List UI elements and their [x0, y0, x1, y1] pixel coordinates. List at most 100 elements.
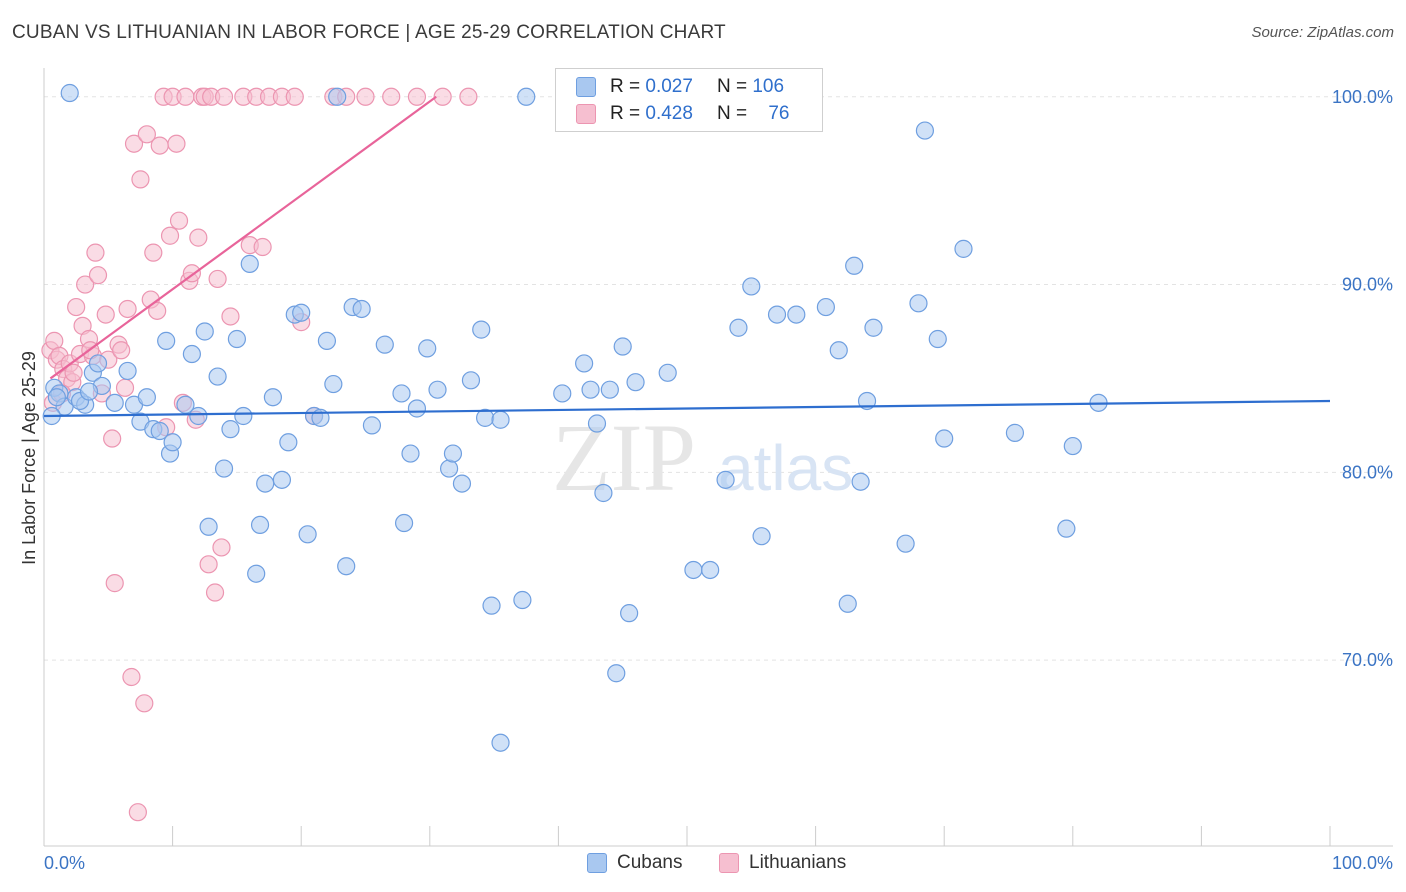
- y-tick-labels: 100.0% 90.0% 80.0% 70.0%: [1332, 87, 1393, 670]
- data-point: [382, 87, 401, 106]
- data-point: [124, 134, 144, 153]
- r-value: 0.027: [645, 76, 693, 97]
- data-point: [45, 331, 64, 350]
- chart-title: CUBAN VS LITHUANIAN IN LABOR FORCE | AGE…: [12, 22, 726, 43]
- data-point: [234, 406, 253, 426]
- watermark: ZIP atlas: [552, 404, 853, 511]
- data-point: [150, 421, 169, 441]
- data-point: [581, 380, 600, 399]
- data-point: [461, 371, 481, 390]
- data-point: [513, 590, 532, 610]
- data-point: [428, 380, 447, 399]
- data-point: [482, 596, 501, 615]
- data-point: [148, 301, 167, 320]
- data-point: [954, 239, 973, 258]
- data-point: [86, 243, 105, 262]
- data-point: [607, 664, 626, 683]
- data-point: [491, 733, 510, 752]
- data-point: [729, 318, 748, 337]
- data-point: [214, 459, 234, 478]
- data-point: [214, 87, 234, 106]
- r-label: R =: [610, 103, 641, 124]
- data-point: [459, 87, 478, 106]
- data-point: [103, 429, 122, 448]
- data-point: [88, 354, 108, 373]
- source-credit: Source: ZipAtlas.com: [1251, 24, 1394, 41]
- data-point: [105, 393, 124, 412]
- data-point: [1005, 423, 1025, 442]
- r-value: 0.428: [645, 103, 693, 124]
- data-point: [64, 363, 83, 382]
- y-tick-label: 80.0%: [1342, 462, 1393, 482]
- data-point: [292, 303, 311, 322]
- y-tick-label: 70.0%: [1342, 650, 1393, 670]
- data-point: [279, 433, 298, 452]
- data-point: [135, 694, 154, 713]
- data-point: [328, 87, 347, 106]
- stats-legend: R = 0.027 N = 106 R = 0.428 N = 76: [555, 68, 823, 132]
- x-tick-label-left: 0.0%: [44, 853, 85, 873]
- legend-row-lithuanians: R = 0.428 N = 76: [576, 101, 789, 127]
- trend-line-lithuanians: [49, 95, 437, 380]
- data-point: [160, 226, 180, 245]
- data-point: [79, 382, 99, 401]
- data-point: [553, 384, 572, 403]
- data-point: [401, 444, 420, 463]
- data-point: [767, 305, 787, 324]
- data-point: [208, 269, 227, 289]
- data-point: [227, 329, 246, 349]
- data-point: [247, 564, 266, 583]
- n-value: 106: [752, 76, 785, 97]
- data-point: [176, 87, 195, 106]
- data-point: [600, 380, 619, 399]
- data-point: [752, 527, 771, 546]
- r-label: R =: [610, 76, 641, 97]
- data-point: [105, 574, 124, 593]
- data-point: [472, 320, 491, 339]
- data-point: [407, 399, 427, 418]
- data-point: [76, 275, 95, 294]
- data-point: [250, 515, 270, 535]
- data-point: [253, 237, 272, 257]
- axes: [43, 68, 1393, 847]
- data-point: [742, 277, 761, 296]
- x-tick-label-right: 100.0%: [1332, 853, 1393, 873]
- data-point: [324, 374, 343, 394]
- data-point: [285, 87, 304, 106]
- data-point: [256, 474, 275, 493]
- data-point: [816, 297, 835, 317]
- n-label: N =: [716, 103, 748, 124]
- data-point: [67, 297, 86, 317]
- data-point: [176, 395, 195, 414]
- data-point: [443, 444, 463, 463]
- data-point: [701, 560, 720, 580]
- n-label: N =: [716, 76, 748, 97]
- data-point: [182, 344, 201, 364]
- data-point: [1063, 436, 1082, 456]
- data-point: [787, 305, 806, 324]
- data-point: [263, 388, 283, 407]
- data-point: [221, 420, 240, 439]
- data-point: [337, 557, 356, 576]
- data-point: [845, 256, 864, 275]
- data-point: [167, 134, 186, 153]
- data-point: [517, 87, 536, 106]
- data-point: [137, 125, 156, 144]
- data-point: [122, 667, 141, 687]
- data-point: [221, 307, 240, 326]
- data-point: [928, 329, 947, 349]
- legend-label-lithuanians: Lithuanians: [749, 852, 847, 873]
- data-point: [118, 361, 137, 381]
- data-point: [935, 429, 954, 448]
- data-point: [452, 474, 472, 493]
- legend-item-cubans: Cubans: [587, 852, 683, 874]
- data-point: [857, 391, 877, 411]
- data-point: [418, 339, 437, 358]
- data-point: [96, 305, 115, 324]
- data-point: [189, 406, 208, 426]
- data-point: [829, 341, 848, 360]
- data-point: [716, 470, 735, 489]
- data-point: [491, 410, 510, 429]
- data-point: [658, 363, 677, 382]
